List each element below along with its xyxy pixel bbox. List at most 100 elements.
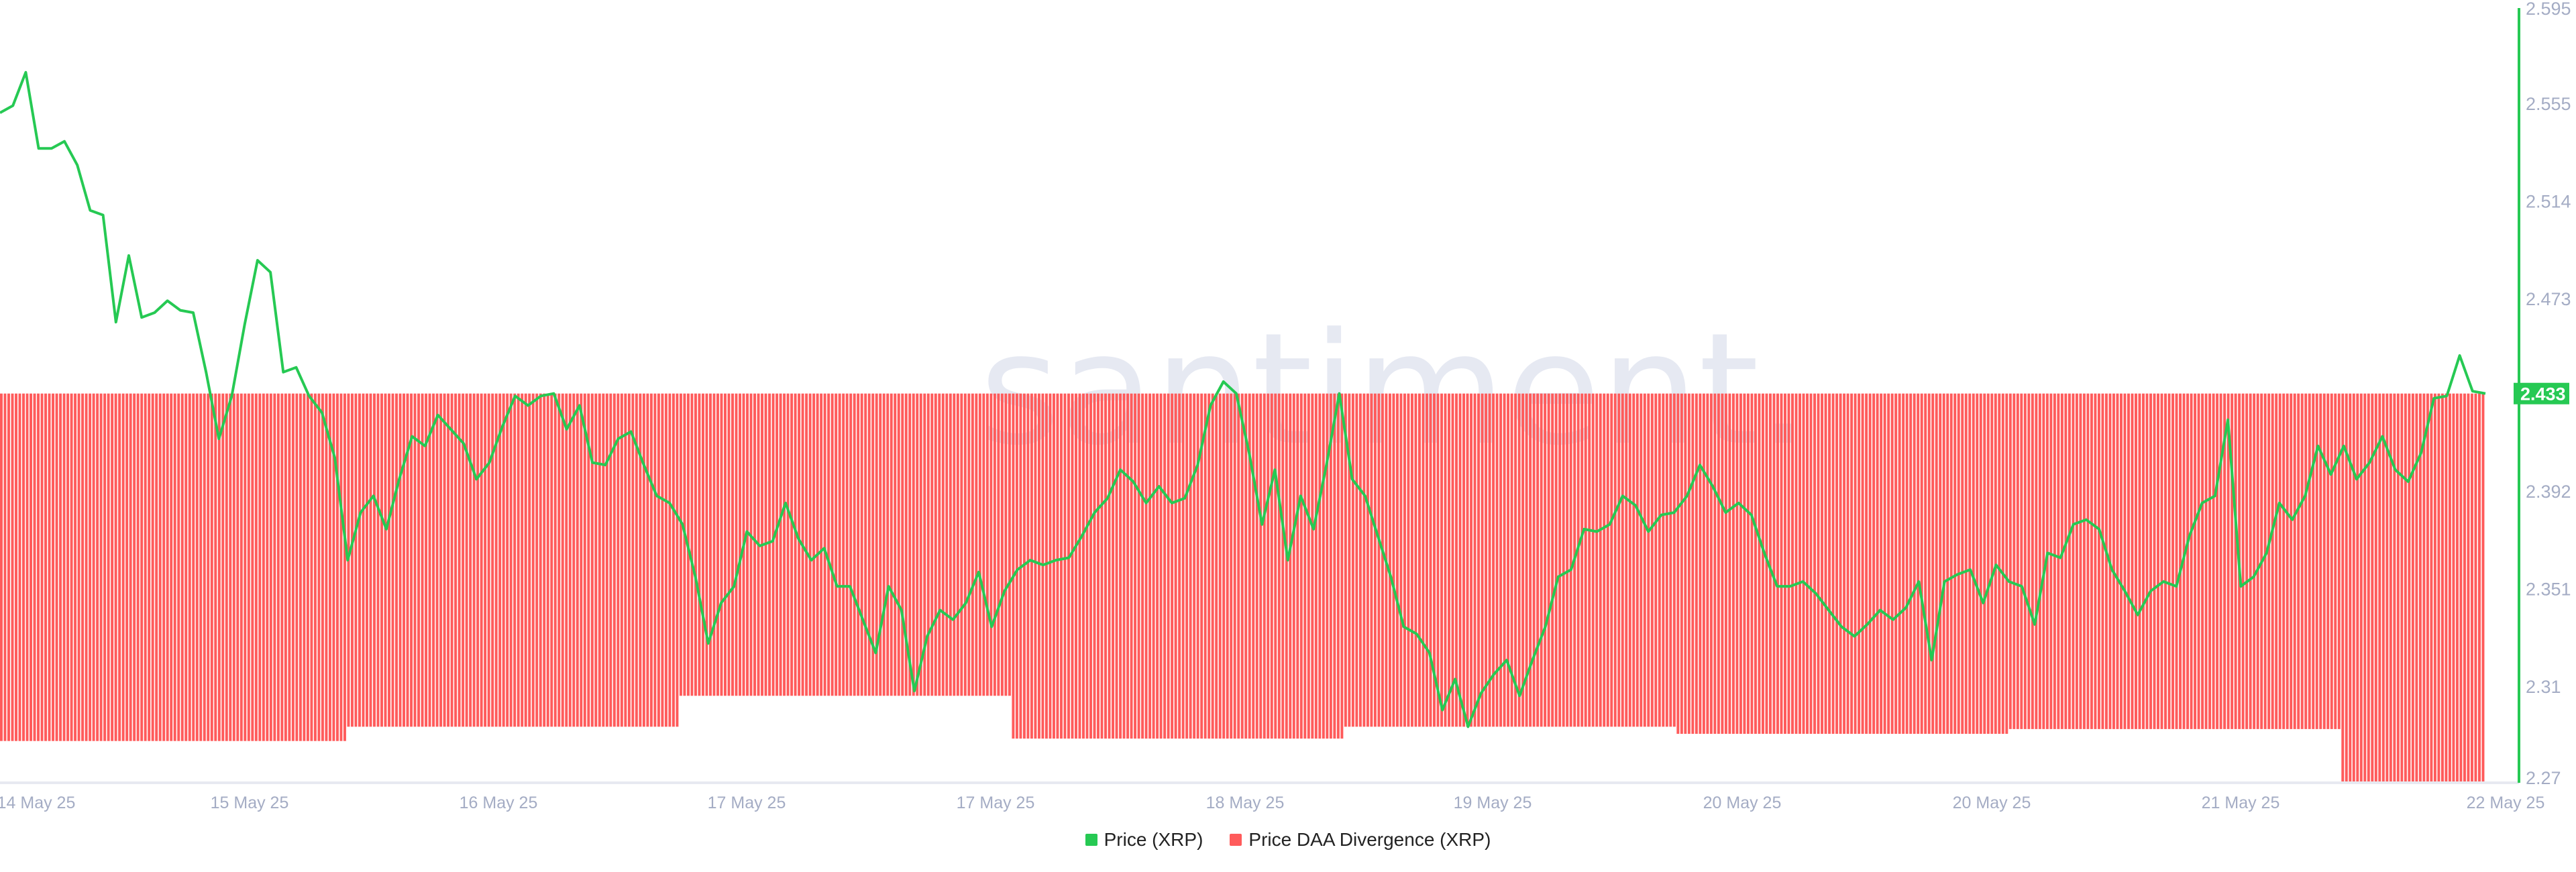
divergence-bar	[2216, 393, 2219, 729]
divergence-bar	[22, 393, 25, 741]
divergence-bar	[1314, 393, 1318, 739]
divergence-bar	[1263, 393, 1266, 739]
divergence-bar	[1233, 393, 1236, 739]
divergence-bar	[52, 393, 55, 741]
divergence-bar	[1843, 393, 1846, 734]
divergence-bar	[2278, 393, 2282, 729]
divergence-bar	[531, 393, 535, 727]
divergence-bar	[739, 393, 741, 696]
divergence-bar	[1927, 393, 1931, 734]
divergence-bar	[184, 393, 188, 741]
y-tick-label: 2.392	[2526, 482, 2571, 502]
divergence-bar	[875, 393, 878, 696]
divergence-bar	[901, 393, 904, 696]
divergence-bar	[1883, 393, 1886, 734]
divergence-bar	[1215, 393, 1218, 739]
divergence-bar	[642, 393, 645, 727]
divergence-bar	[1880, 393, 1883, 734]
divergence-bar	[2381, 393, 2385, 781]
divergence-bar	[1440, 393, 1443, 727]
divergence-bar	[568, 393, 572, 727]
divergence-bar	[672, 393, 675, 727]
divergence-bar	[1621, 393, 1624, 727]
divergence-bar	[1702, 393, 1705, 734]
divergence-bar	[2470, 393, 2473, 781]
divergence-bar	[1924, 393, 1927, 734]
divergence-bar	[48, 393, 51, 741]
divergence-bar	[188, 393, 191, 741]
divergence-bar	[1949, 393, 1953, 734]
price-line[interactable]	[0, 70, 2486, 728]
divergence-bar	[15, 393, 17, 741]
legend-label: Price DAA Divergence (XRP)	[1248, 829, 1491, 850]
divergence-bar	[328, 393, 331, 741]
divergence-bar	[428, 393, 431, 727]
divergence-bar	[1576, 393, 1580, 727]
divergence-bar	[823, 393, 826, 696]
divergence-bar	[217, 393, 221, 741]
divergence-bar	[908, 393, 912, 696]
divergence-bar	[343, 393, 346, 741]
divergence-bar	[1521, 393, 1525, 727]
price-swatch-icon	[1085, 834, 1097, 846]
divergence-bar	[1684, 393, 1687, 734]
divergence-bar	[472, 393, 476, 727]
divergence-bar	[1252, 393, 1255, 739]
divergence-bar	[1635, 393, 1639, 727]
divergence-bar	[1713, 393, 1717, 734]
divergence-bar	[2201, 393, 2204, 729]
divergence-bar	[443, 393, 446, 727]
divergence-bar	[1503, 393, 1506, 727]
divergence-bar	[845, 393, 849, 696]
divergence-bar	[2440, 393, 2444, 781]
divergence-bar	[1799, 393, 1801, 734]
divergence-bar	[1772, 393, 1776, 734]
divergence-bar	[1355, 393, 1358, 727]
legend-item-divergence[interactable]: Price DAA Divergence (XRP)	[1230, 829, 1491, 851]
divergence-bar	[207, 393, 210, 741]
divergence-bar	[1920, 393, 1923, 734]
divergence-bar	[402, 393, 406, 727]
divergence-bar	[1898, 393, 1901, 734]
divergence-bar	[254, 393, 258, 741]
divergence-bar	[1695, 393, 1698, 734]
divergence-bar	[886, 393, 890, 696]
divergence-bar	[96, 393, 99, 741]
divergence-bar	[612, 393, 616, 727]
divergence-bar	[1044, 393, 1048, 739]
divergence-bar	[1972, 393, 1975, 734]
x-tick-label: 18 May 25	[1206, 794, 1285, 812]
divergence-bar	[2477, 393, 2481, 781]
divergence-bar	[306, 393, 309, 741]
y-tick-label: 2.351	[2526, 580, 2571, 600]
divergence-bar	[609, 393, 612, 727]
divergence-bar	[989, 393, 993, 696]
divergence-bar	[1551, 393, 1554, 727]
divergence-bar	[1746, 393, 1750, 734]
divergence-bar	[949, 393, 952, 696]
divergence-bar	[1654, 393, 1658, 727]
divergence-bar	[332, 393, 335, 741]
divergence-bar	[1691, 393, 1695, 734]
x-tick-label: 17 May 25	[708, 794, 786, 812]
divergence-bar	[2031, 393, 2034, 729]
divergence-bar	[1336, 393, 1340, 739]
divergence-bar	[1935, 393, 1938, 734]
divergence-bar	[1658, 393, 1661, 727]
divergence-bar	[1562, 393, 1565, 727]
divergence-bar	[982, 393, 985, 696]
divergence-bar	[2415, 393, 2418, 781]
divergence-bar	[413, 393, 417, 727]
divergence-bar	[2072, 393, 2075, 729]
divergence-bar	[1876, 393, 1879, 734]
divergence-bar	[1112, 393, 1115, 739]
legend-item-price[interactable]: Price (XRP)	[1085, 829, 1203, 851]
divergence-bar	[2226, 393, 2230, 729]
divergence-bar	[1858, 393, 1861, 734]
divergence-bar	[2356, 393, 2359, 781]
divergence-bar	[432, 393, 435, 727]
divergence-bar	[1724, 393, 1727, 734]
divergence-bar	[506, 393, 509, 727]
divergence-bar	[1174, 393, 1177, 739]
divergence-bar	[1617, 393, 1621, 727]
